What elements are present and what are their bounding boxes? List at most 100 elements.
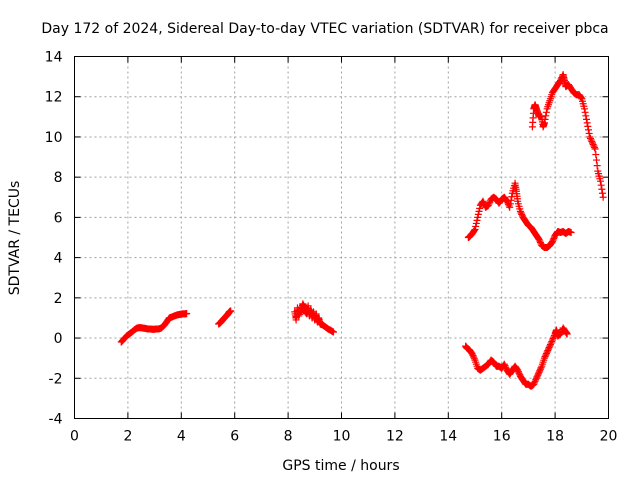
x-tick-label: 10 (333, 429, 351, 445)
data-point (506, 200, 514, 208)
x-tick-label: 8 (284, 429, 293, 445)
x-tick-label: 4 (177, 429, 186, 445)
data-point (588, 139, 596, 147)
data-point (486, 198, 494, 206)
data-point (476, 204, 484, 212)
data-point (548, 336, 556, 344)
data-point (507, 196, 515, 204)
data-point (514, 366, 522, 374)
data-point (532, 376, 540, 384)
data-point (517, 209, 525, 217)
data-point (515, 369, 523, 377)
data-point (582, 115, 590, 123)
data-point (587, 136, 595, 144)
data-point (542, 108, 550, 116)
data-point (536, 367, 544, 375)
data-point (472, 219, 480, 227)
x-tick-label: 12 (386, 429, 404, 445)
grid (74, 56, 609, 419)
data-point (516, 207, 524, 215)
y-axis-label: SDTVAR / TECUs (7, 181, 23, 296)
x-tick-label: 18 (546, 429, 564, 445)
data-point (295, 310, 303, 318)
y-tick-label: 6 (54, 210, 63, 226)
data-point (546, 342, 554, 350)
data-point (542, 112, 550, 120)
data-point (530, 379, 538, 387)
y-tick-label: 8 (54, 170, 63, 186)
x-tick-label: 20 (600, 429, 618, 445)
data-point (470, 355, 478, 363)
data-point (590, 144, 598, 152)
data-point (536, 365, 544, 373)
data-point (514, 368, 522, 376)
data-point (531, 377, 539, 385)
data-point (295, 312, 303, 320)
data-points (117, 71, 607, 390)
data-point (468, 350, 476, 358)
data-point (556, 330, 564, 338)
series-arc-3 (291, 300, 337, 336)
data-point (591, 145, 599, 153)
data-point (533, 373, 541, 381)
data-point (593, 162, 601, 170)
series-arc-6 (462, 324, 571, 390)
series-arc-2 (215, 307, 235, 328)
data-point (544, 345, 552, 353)
data-point (502, 363, 510, 371)
data-point (500, 360, 508, 368)
data-point (542, 351, 550, 359)
data-point (541, 353, 549, 361)
data-point (577, 94, 585, 102)
series-arc-5 (528, 71, 607, 201)
data-point (597, 181, 605, 189)
data-point (535, 236, 543, 244)
data-point (532, 374, 540, 382)
data-point (534, 371, 542, 379)
data-point (535, 368, 543, 376)
data-point (598, 185, 606, 193)
data-point (598, 189, 606, 197)
y-tick-label: 14 (45, 50, 63, 66)
data-point (473, 216, 481, 224)
data-point (540, 119, 548, 127)
y-tick-label: -4 (49, 412, 63, 428)
data-point (563, 330, 571, 338)
x-tick-label: 14 (439, 429, 457, 445)
data-point (544, 347, 552, 355)
data-point (469, 352, 477, 360)
data-point (506, 203, 514, 211)
y-tick-label: 12 (45, 90, 63, 106)
x-tick-label: 16 (493, 429, 511, 445)
y-tick-label: 2 (54, 291, 63, 307)
chart-title: Day 172 of 2024, Sidereal Day-to-day VTE… (41, 21, 608, 37)
data-point (586, 134, 594, 142)
x-axis-label: GPS time / hours (282, 458, 399, 474)
data-point (550, 235, 558, 243)
data-point (549, 236, 557, 244)
data-point (589, 140, 597, 148)
data-point (592, 151, 600, 159)
data-point (329, 328, 337, 336)
data-point (596, 177, 604, 185)
data-point (548, 338, 556, 346)
data-point (548, 238, 556, 246)
x-tick-label: 6 (230, 429, 239, 445)
data-point (530, 380, 538, 388)
data-point (475, 207, 483, 215)
data-point (536, 239, 544, 247)
y-tick-label: 10 (45, 130, 63, 146)
data-point (599, 193, 607, 201)
series-arc-1 (117, 310, 191, 346)
data-point (540, 354, 548, 362)
data-point (472, 222, 480, 230)
data-point (537, 364, 545, 372)
data-point (484, 201, 492, 209)
data-point (547, 339, 555, 347)
data-point (536, 237, 544, 245)
data-point (480, 199, 488, 207)
data-point (543, 348, 551, 356)
data-point (471, 225, 479, 233)
data-point (590, 142, 598, 150)
